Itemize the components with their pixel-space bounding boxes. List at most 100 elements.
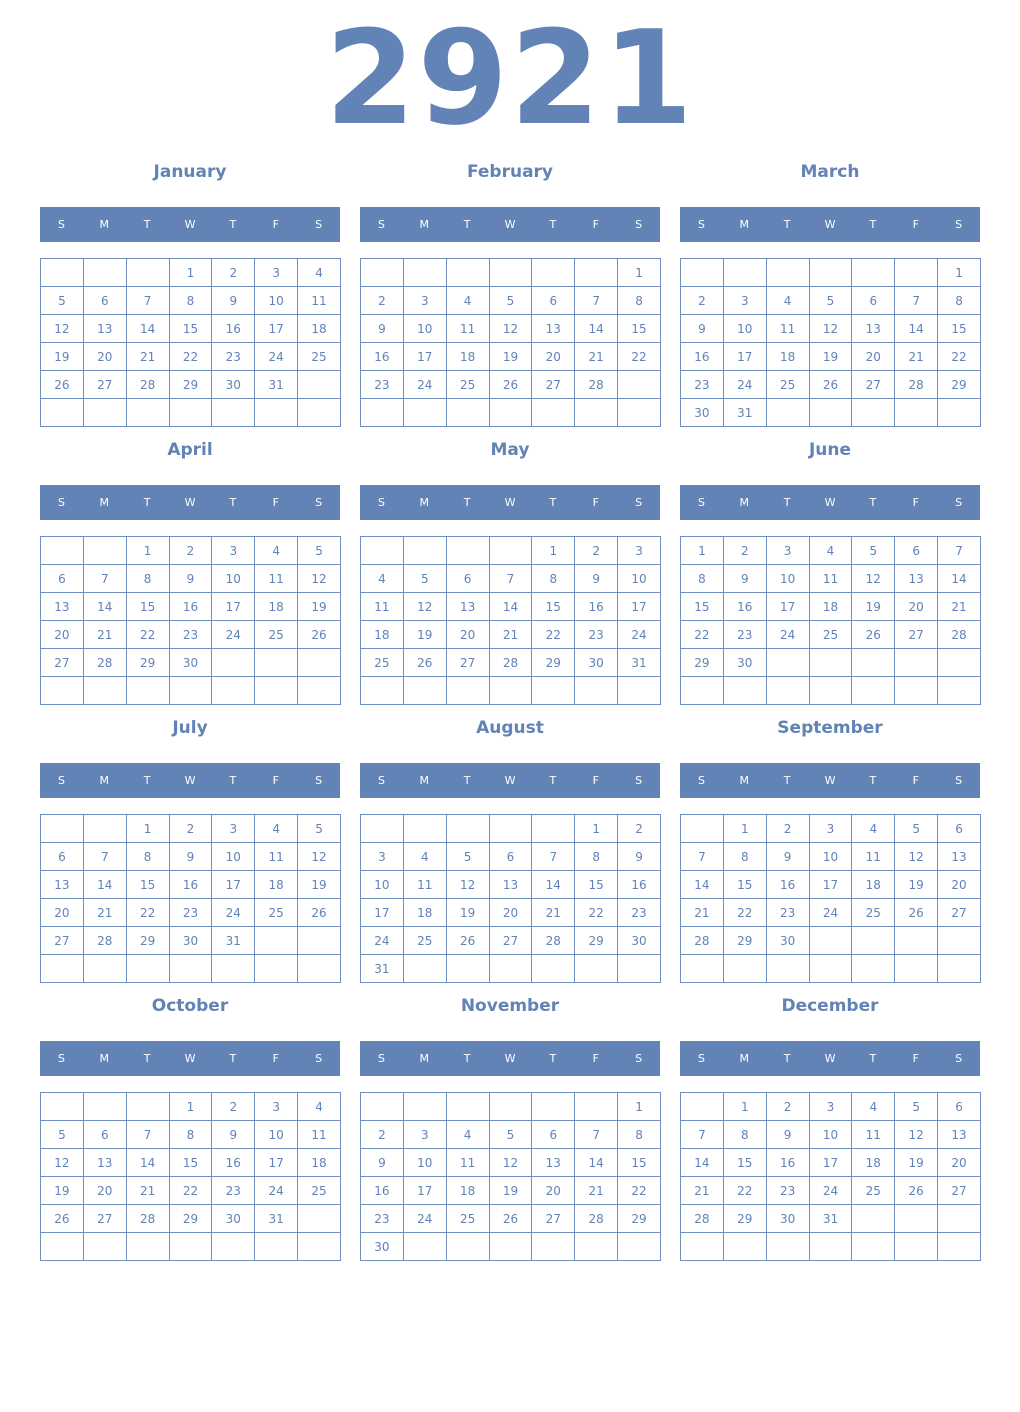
day-cell: 15 xyxy=(937,314,981,343)
day-cell xyxy=(254,954,299,983)
weekday-label: T xyxy=(549,218,557,231)
weekday-label: T xyxy=(229,774,237,787)
day-cell xyxy=(937,926,981,955)
day-cell: 21 xyxy=(680,898,724,927)
day-cell xyxy=(488,1232,533,1261)
day-cell xyxy=(617,1232,661,1261)
day-cell xyxy=(488,398,533,427)
day-cell: 28 xyxy=(680,1204,724,1233)
day-cell: 29 xyxy=(617,1204,661,1233)
day-cell: 5 xyxy=(402,564,447,593)
day-cell: 8 xyxy=(722,1120,767,1149)
month-july: July S M T W T F S 1 2 3 4 5 6 7 8 9 10 11 12 13 14 15 16 17 18 19… xyxy=(40,716,341,986)
day-cell xyxy=(402,536,447,565)
day-cell: 14 xyxy=(937,564,981,593)
day-cell xyxy=(360,536,404,565)
weekday-label: S xyxy=(697,218,705,231)
day-cell xyxy=(894,676,939,705)
week-row: 7 8 9 10 11 12 13 xyxy=(680,842,981,871)
day-cell: 27 xyxy=(82,1204,127,1233)
day-cell: 24 xyxy=(402,370,447,399)
day-cell xyxy=(531,398,576,427)
day-cell: 7 xyxy=(937,536,981,565)
day-cell: 4 xyxy=(808,536,853,565)
day-cell: 15 xyxy=(680,592,724,621)
day-grid: 1 2 3 4 5 6 7 8 9 10 11 12 13 14 15 16 17 18 19 20 21 22 23 24 2… xyxy=(680,536,981,705)
day-cell: 1 xyxy=(937,258,981,287)
day-cell: 16 xyxy=(211,1148,256,1177)
day-cell: 12 xyxy=(808,314,853,343)
day-cell xyxy=(531,1232,576,1261)
month-february: February S M T W T F S 1 2 3 4 5 6 7 8 9 10 11 12 13 14 15 16 17… xyxy=(360,160,661,430)
week-row xyxy=(40,954,341,983)
day-grid: 1 2 3 4 5 6 7 8 9 10 11 12 13 14 15 16 17 18 19 20 21 22 23 24 2… xyxy=(680,258,981,427)
day-cell: 24 xyxy=(254,342,299,371)
day-cell: 9 xyxy=(680,314,724,343)
day-cell: 9 xyxy=(722,564,767,593)
day-cell xyxy=(40,1232,84,1261)
weekday-label: T xyxy=(783,218,791,231)
day-cell: 28 xyxy=(937,620,981,649)
day-cell xyxy=(765,676,810,705)
day-cell: 21 xyxy=(937,592,981,621)
day-cell xyxy=(402,1092,447,1121)
day-cell xyxy=(488,536,533,565)
day-cell xyxy=(680,1232,724,1261)
week-row: 12 13 14 15 16 17 18 xyxy=(40,1148,341,1177)
day-cell xyxy=(680,676,724,705)
day-cell: 29 xyxy=(722,1204,767,1233)
weekday-label: S xyxy=(315,218,323,231)
day-cell: 7 xyxy=(680,842,724,871)
day-cell: 10 xyxy=(402,1148,447,1177)
day-cell: 6 xyxy=(488,842,533,871)
day-cell xyxy=(531,676,576,705)
day-cell: 22 xyxy=(722,898,767,927)
week-row: 10 11 12 13 14 15 16 xyxy=(360,870,661,899)
day-cell: 31 xyxy=(722,398,767,427)
day-cell xyxy=(765,648,810,677)
day-cell: 2 xyxy=(722,536,767,565)
day-cell: 23 xyxy=(211,1176,256,1205)
day-cell: 23 xyxy=(722,620,767,649)
week-row: 6 7 8 9 10 11 12 xyxy=(40,842,341,871)
day-cell: 30 xyxy=(360,1232,404,1261)
weekday-label: F xyxy=(592,774,599,787)
day-cell xyxy=(445,258,490,287)
day-cell: 7 xyxy=(125,1120,170,1149)
day-cell xyxy=(402,676,447,705)
day-cell: 27 xyxy=(937,898,981,927)
week-row: 26 27 28 29 30 31 xyxy=(40,370,341,399)
day-cell: 8 xyxy=(168,1120,213,1149)
day-cell: 3 xyxy=(722,286,767,315)
month-may: May S M T W T F S 1 2 3 4 5 6 7 8 9 10 11 12 13 14 15 16 17 18 19 2… xyxy=(360,438,661,708)
day-cell xyxy=(360,814,404,843)
day-cell: 23 xyxy=(680,370,724,399)
day-cell: 19 xyxy=(808,342,853,371)
weekday-label: W xyxy=(504,774,516,787)
day-cell: 28 xyxy=(574,370,619,399)
weekday-label: F xyxy=(912,496,919,509)
day-cell xyxy=(402,398,447,427)
day-cell: 11 xyxy=(254,842,299,871)
day-grid: 1 2 3 4 5 6 7 8 9 10 11 12 13 14 15 16 17 18 19 20 21 22 23 24 2… xyxy=(360,814,661,983)
day-cell: 10 xyxy=(254,286,299,315)
day-cell: 23 xyxy=(168,898,213,927)
day-cell: 28 xyxy=(488,648,533,677)
day-cell xyxy=(40,814,84,843)
day-cell: 14 xyxy=(125,314,170,343)
day-cell: 17 xyxy=(254,1148,299,1177)
day-cell: 8 xyxy=(574,842,619,871)
day-cell: 8 xyxy=(125,842,170,871)
day-cell: 7 xyxy=(82,842,127,871)
day-cell: 6 xyxy=(40,842,84,871)
day-cell: 10 xyxy=(254,1120,299,1149)
day-cell: 17 xyxy=(402,1176,447,1205)
day-cell: 11 xyxy=(297,1120,341,1149)
month-title: February xyxy=(466,162,554,182)
day-cell: 12 xyxy=(894,842,939,871)
day-cell: 13 xyxy=(82,1148,127,1177)
day-cell: 12 xyxy=(445,870,490,899)
day-cell: 3 xyxy=(617,536,661,565)
day-cell: 2 xyxy=(360,1120,404,1149)
day-cell: 10 xyxy=(808,1120,853,1149)
